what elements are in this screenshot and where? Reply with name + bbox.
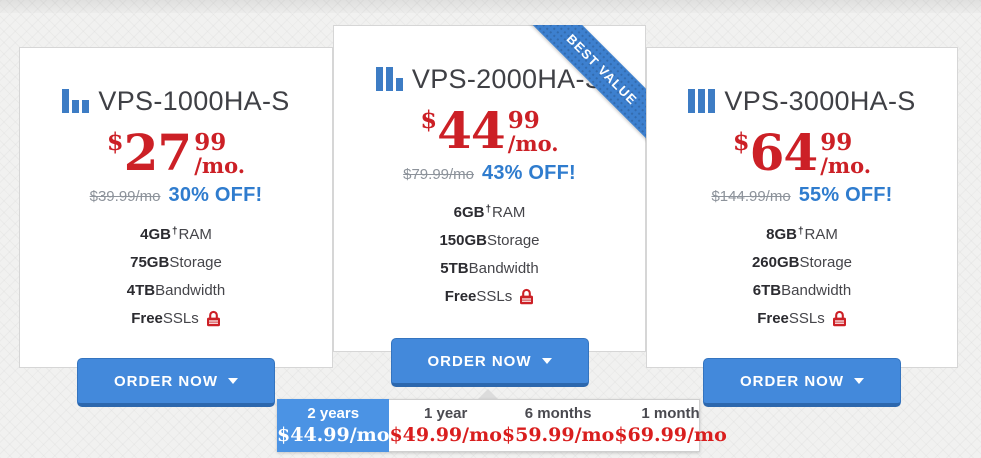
dagger-footnote: † (171, 226, 178, 237)
top-shadow-strip (0, 0, 981, 13)
old-price: $79.99/mo (403, 166, 475, 183)
currency-symbol: $ (106, 127, 124, 156)
term-option-1-year[interactable]: 1 year $49.99/mo (389, 405, 502, 446)
discount-badge: 55% OFF! (798, 184, 893, 206)
feature-storage: 150GB Storage (439, 232, 540, 249)
feature-ssl: Free SSLs (647, 310, 957, 327)
old-price: $39.99/mo (89, 188, 161, 205)
ribbon-corner: BEST VALUE (528, 25, 646, 143)
price-whole: 44 (437, 101, 506, 160)
padlock-icon (206, 310, 221, 327)
feature-list: 8GB † RAM 260GB Storage 6TB Bandwidth Fre… (647, 226, 957, 327)
dagger-footnote: † (485, 204, 492, 215)
feature-ram: 8GB † RAM (766, 226, 838, 243)
order-now-button-vps-3000[interactable]: ORDER NOW (703, 358, 901, 407)
price-period: /mo. (507, 131, 559, 156)
plan-card-vps-2000: BEST VALUE VPS-2000HA-S $44 99/mo. $79.9… (333, 25, 646, 387)
dropdown-caret-up-icon (477, 389, 499, 400)
plan-price: $64 99/mo. (647, 128, 957, 178)
price-cents: 99 (820, 129, 853, 156)
feature-ram: 6GB † RAM (453, 204, 526, 221)
feature-storage: 260GB Storage (751, 254, 853, 271)
old-price: $144.99/mo (711, 188, 791, 205)
best-value-ribbon: BEST VALUE (528, 25, 646, 143)
chevron-down-icon (228, 378, 238, 384)
price-period: /mo. (194, 153, 246, 178)
price-cents: 99 (507, 107, 540, 134)
price-whole: 27 (123, 123, 193, 182)
term-option-2-years[interactable]: 2 years $44.99/mo (277, 399, 390, 452)
feature-list: 4GB † RAM 75GB Storage 4TB Bandwidth Free… (20, 226, 332, 327)
bars-tier-3-icon (688, 89, 716, 113)
padlock-icon (519, 288, 534, 305)
chevron-down-icon (854, 378, 864, 384)
plan-title: VPS-1000HA-S (98, 85, 290, 116)
plan-card-vps-3000: VPS-3000HA-S $64 99/mo. $144.99/mo 55% O… (646, 47, 958, 407)
bars-tier-2-icon (375, 67, 403, 91)
plan-title-row: VPS-3000HA-S (647, 86, 957, 116)
plan-price: $44 99/mo. (334, 106, 645, 156)
feature-list: 6GB † RAM 150GB Storage 5TB Bandwidth Fre… (334, 204, 645, 305)
price-period: /mo. (820, 153, 872, 178)
plan-price: $27 99/mo. (20, 128, 332, 178)
feature-ram: 4GB † RAM (140, 226, 212, 243)
feature-ssl: Free SSLs (334, 288, 645, 305)
order-now-button-vps-1000[interactable]: ORDER NOW (77, 358, 275, 407)
currency-symbol: $ (732, 127, 750, 156)
feature-bandwidth: 4TB Bandwidth (126, 282, 226, 299)
feature-bandwidth: 5TB Bandwidth (440, 260, 539, 277)
plan-title-row: VPS-1000HA-S (20, 86, 332, 116)
discount-badge: 30% OFF! (168, 184, 263, 206)
currency-symbol: $ (420, 105, 438, 134)
feature-bandwidth: 6TB Bandwidth (752, 282, 852, 299)
feature-storage: 75GB Storage (130, 254, 222, 271)
order-now-button-vps-2000[interactable]: ORDER NOW (390, 338, 589, 387)
plan-title: VPS-3000HA-S (724, 85, 916, 116)
plan-card-vps-1000: VPS-1000HA-S $27 99/mo. $39.99/mo 30% OF… (19, 47, 333, 407)
feature-ssl: Free SSLs (20, 310, 332, 327)
term-option-6-months[interactable]: 6 months $59.99/mo (501, 405, 615, 446)
plan-title: VPS-2000HA-S (411, 63, 604, 94)
padlock-icon (832, 310, 847, 327)
price-cents: 99 (194, 129, 227, 156)
billing-term-dropdown: 2 years $44.99/mo 1 year $49.99/mo 6 mon… (277, 399, 727, 452)
discount-badge: 43% OFF! (482, 162, 576, 184)
dagger-footnote: † (797, 226, 804, 237)
price-whole: 64 (749, 123, 819, 182)
bars-tier-1-icon (62, 89, 90, 113)
chevron-down-icon (541, 358, 552, 364)
term-option-1-month[interactable]: 1 month $69.99/mo (614, 405, 727, 446)
plan-title-row: VPS-2000HA-S (334, 64, 645, 94)
